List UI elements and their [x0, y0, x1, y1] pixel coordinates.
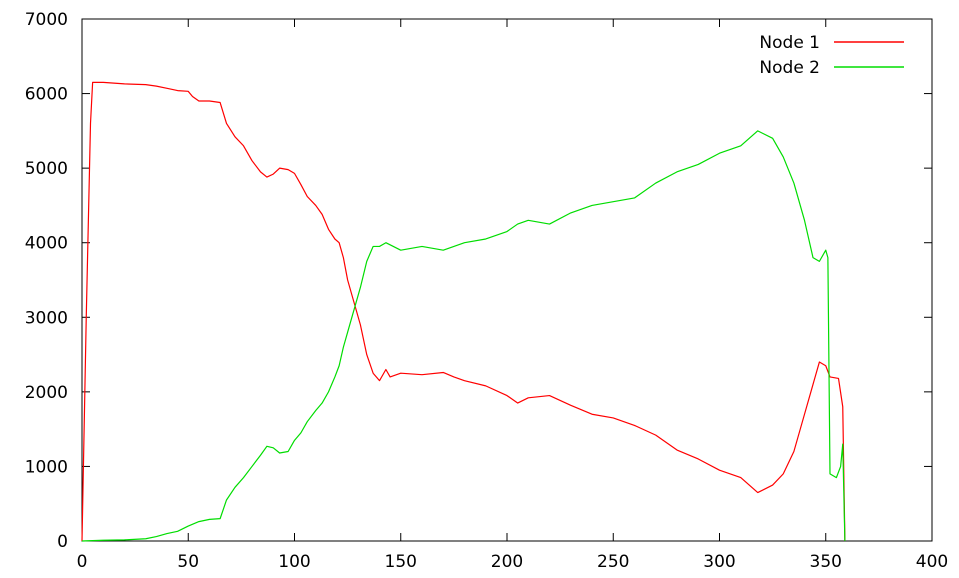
series-line-node-1 [81, 81, 846, 542]
chart-legend: Node 1 Node 2 [759, 33, 904, 78]
plot-frame [81, 18, 933, 542]
legend-label: Node 1 [759, 33, 820, 53]
x-tick-label: 100 [278, 552, 310, 572]
y-tick-label: 7000 [25, 10, 68, 30]
y-tick-label: 5000 [25, 159, 68, 179]
y-tick-label: 6000 [25, 85, 68, 105]
chart-series [81, 81, 846, 542]
x-tick-label: 0 [77, 552, 88, 572]
legend-label: Node 2 [759, 58, 820, 78]
series-line-node-2 [81, 130, 846, 542]
x-tick-label: 50 [177, 552, 199, 572]
x-tick-label: 250 [597, 552, 629, 572]
y-tick-label: 4000 [25, 234, 68, 254]
x-tick-label: 150 [385, 552, 417, 572]
y-tick-label: 1000 [25, 457, 68, 477]
y-tick-label: 0 [57, 532, 68, 552]
x-tick-label: 200 [491, 552, 523, 572]
chart-ticks: 0 50 100 150 200 250 300 350 4000100020003000400… [25, 10, 948, 572]
x-tick-label: 400 [916, 552, 948, 572]
y-tick-label: 3000 [25, 308, 68, 328]
chart-axes [81, 18, 933, 542]
y-tick-label: 2000 [25, 383, 68, 403]
x-tick-label: 350 [810, 552, 842, 572]
x-tick-label: 300 [703, 552, 735, 572]
